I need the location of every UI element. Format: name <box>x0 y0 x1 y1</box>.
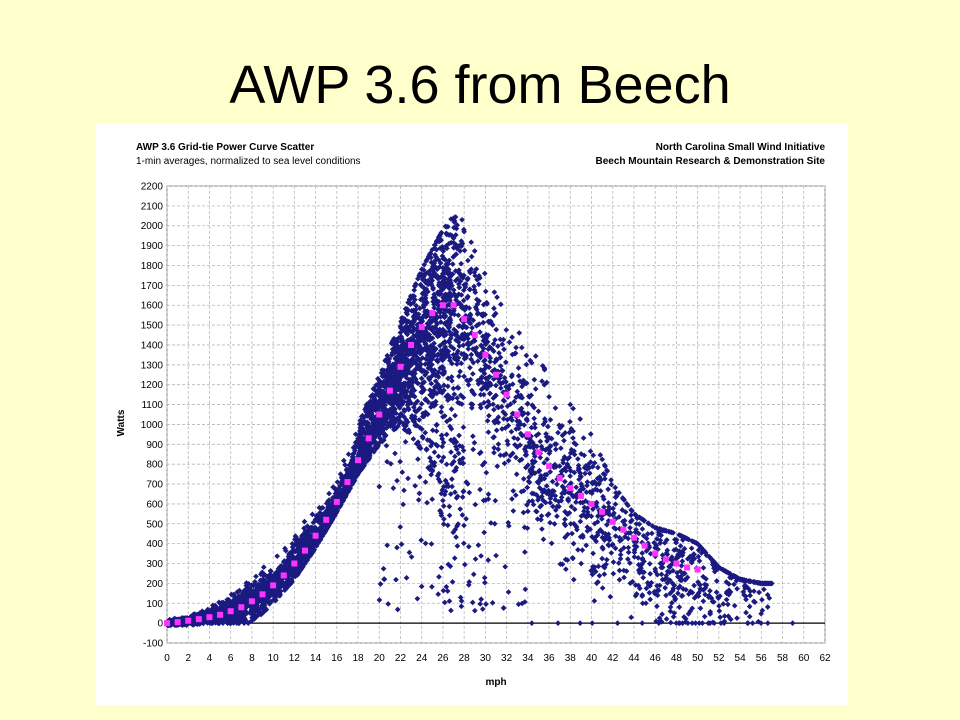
scatter-point <box>274 553 281 560</box>
scatter-point <box>421 261 428 268</box>
scatter-point <box>301 518 308 525</box>
scatter-point <box>236 587 243 594</box>
y-tick-label: 600 <box>146 499 163 510</box>
x-tick-label: 36 <box>544 653 556 664</box>
scatter-point <box>424 320 431 327</box>
chart-source-line1: North Carolina Small Wind Initiative <box>656 142 826 153</box>
y-tick-label: 1700 <box>141 281 164 292</box>
x-tick-label: 12 <box>289 653 301 664</box>
scatter-point <box>312 524 318 531</box>
x-tick-label: 28 <box>459 653 471 664</box>
x-tick-label: 6 <box>228 653 234 664</box>
x-tick-label: 22 <box>395 653 407 664</box>
scatter-point <box>325 501 331 508</box>
x-tick-label: 40 <box>586 653 598 664</box>
y-tick-label: 1300 <box>141 360 164 371</box>
x-tick-label: 4 <box>207 653 213 664</box>
x-tick-label: 30 <box>480 653 492 664</box>
y-tick-label: 1800 <box>141 261 164 272</box>
x-tick-label: 48 <box>671 653 683 664</box>
scatter-point <box>309 511 316 518</box>
y-tick-label: 0 <box>157 619 163 630</box>
scatter-point <box>387 393 394 400</box>
chart-source-line2: Beech Mountain Research & Demonstration … <box>596 156 826 167</box>
y-tick-label: 1200 <box>141 380 164 391</box>
scatter-point <box>416 405 423 412</box>
x-tick-label: 50 <box>692 653 704 664</box>
scatter-point <box>417 271 423 277</box>
x-tick-label: 24 <box>416 653 428 664</box>
scatter-point <box>252 578 258 585</box>
x-tick-label: 0 <box>164 653 170 664</box>
scatter-point <box>418 266 425 273</box>
tick-labels: 0 2 4 6 8 10 12 14 16 18 20 22 24 26 28 30 32 34 36 38 40 42 4… <box>141 182 831 665</box>
scatter-point <box>424 324 430 331</box>
x-tick-label: 44 <box>628 653 640 664</box>
scatter-point <box>245 620 252 626</box>
x-tick-label: 2 <box>185 653 191 664</box>
x-tick-label: 8 <box>249 653 255 664</box>
scatter-point <box>345 451 352 458</box>
y-tick-label: 1400 <box>141 340 164 351</box>
x-tick-label: 16 <box>331 653 343 664</box>
y-tick-label: 200 <box>146 579 163 590</box>
scatter-point <box>289 540 296 547</box>
scatter-point <box>260 564 267 571</box>
scatter-point <box>282 545 288 552</box>
scatter-point <box>415 275 421 282</box>
y-tick-label: 800 <box>146 460 163 471</box>
scatter-point <box>326 490 332 497</box>
scatter-point <box>342 462 348 468</box>
scatter-point <box>416 417 423 423</box>
chart-subtitle: 1-min averages, normalized to sea level … <box>136 156 361 167</box>
y-tick-label: 900 <box>146 440 163 451</box>
y-tick-label: 2200 <box>141 182 164 193</box>
chart-title: AWP 3.6 Grid-tie Power Curve Scatter <box>136 142 314 153</box>
x-tick-label: 56 <box>756 653 768 664</box>
y-tick-label: -100 <box>143 639 163 650</box>
y-tick-label: 1100 <box>141 400 163 411</box>
y-tick-label: 2100 <box>141 201 164 212</box>
x-tick-label: 38 <box>565 653 577 664</box>
y-tick-label: 1600 <box>141 301 164 312</box>
y-tick-label: 700 <box>146 480 163 491</box>
x-tick-label: 14 <box>310 653 322 664</box>
x-tick-label: 52 <box>713 653 725 664</box>
y-tick-label: 1900 <box>141 241 164 252</box>
scatter-chart: AWP 3.6 Grid-tie Power Curve Scatter 1-m… <box>116 142 831 688</box>
x-tick-label: 42 <box>607 653 619 664</box>
y-tick-label: 400 <box>146 539 163 550</box>
x-tick-label: 26 <box>437 653 449 664</box>
scatter-point <box>424 256 430 263</box>
x-tick-label: 58 <box>777 653 789 664</box>
y-tick-label: 500 <box>146 519 163 530</box>
x-tick-label: 10 <box>268 653 280 664</box>
x-tick-label: 34 <box>522 653 534 664</box>
x-tick-label: 46 <box>650 653 662 664</box>
y-tick-label: 300 <box>146 559 163 570</box>
scatter-point <box>319 504 326 511</box>
x-tick-label: 54 <box>735 653 747 664</box>
x-tick-label: 18 <box>352 653 364 664</box>
scatter-point <box>418 375 425 382</box>
x-tick-label: 20 <box>374 653 386 664</box>
y-tick-label: 2000 <box>141 221 164 232</box>
scatter-point <box>277 584 284 590</box>
scatter-point <box>344 466 350 472</box>
scatter-point <box>253 573 259 580</box>
y-tick-label: 1500 <box>141 321 164 332</box>
x-tick-label: 32 <box>501 653 513 664</box>
y-tick-label: 1000 <box>141 420 164 431</box>
slide-title: AWP 3.6 from Beech <box>229 55 731 115</box>
grid <box>166 185 826 644</box>
chart-panel: AWP 3.6 Grid-tie Power Curve Scatter 1-m… <box>96 123 848 705</box>
scatter-point <box>281 587 288 594</box>
scatter-point <box>330 484 337 491</box>
x-tick-label: 60 <box>798 653 810 664</box>
x-tick-label: 62 <box>819 653 831 664</box>
y-tick-label: 100 <box>146 599 163 610</box>
